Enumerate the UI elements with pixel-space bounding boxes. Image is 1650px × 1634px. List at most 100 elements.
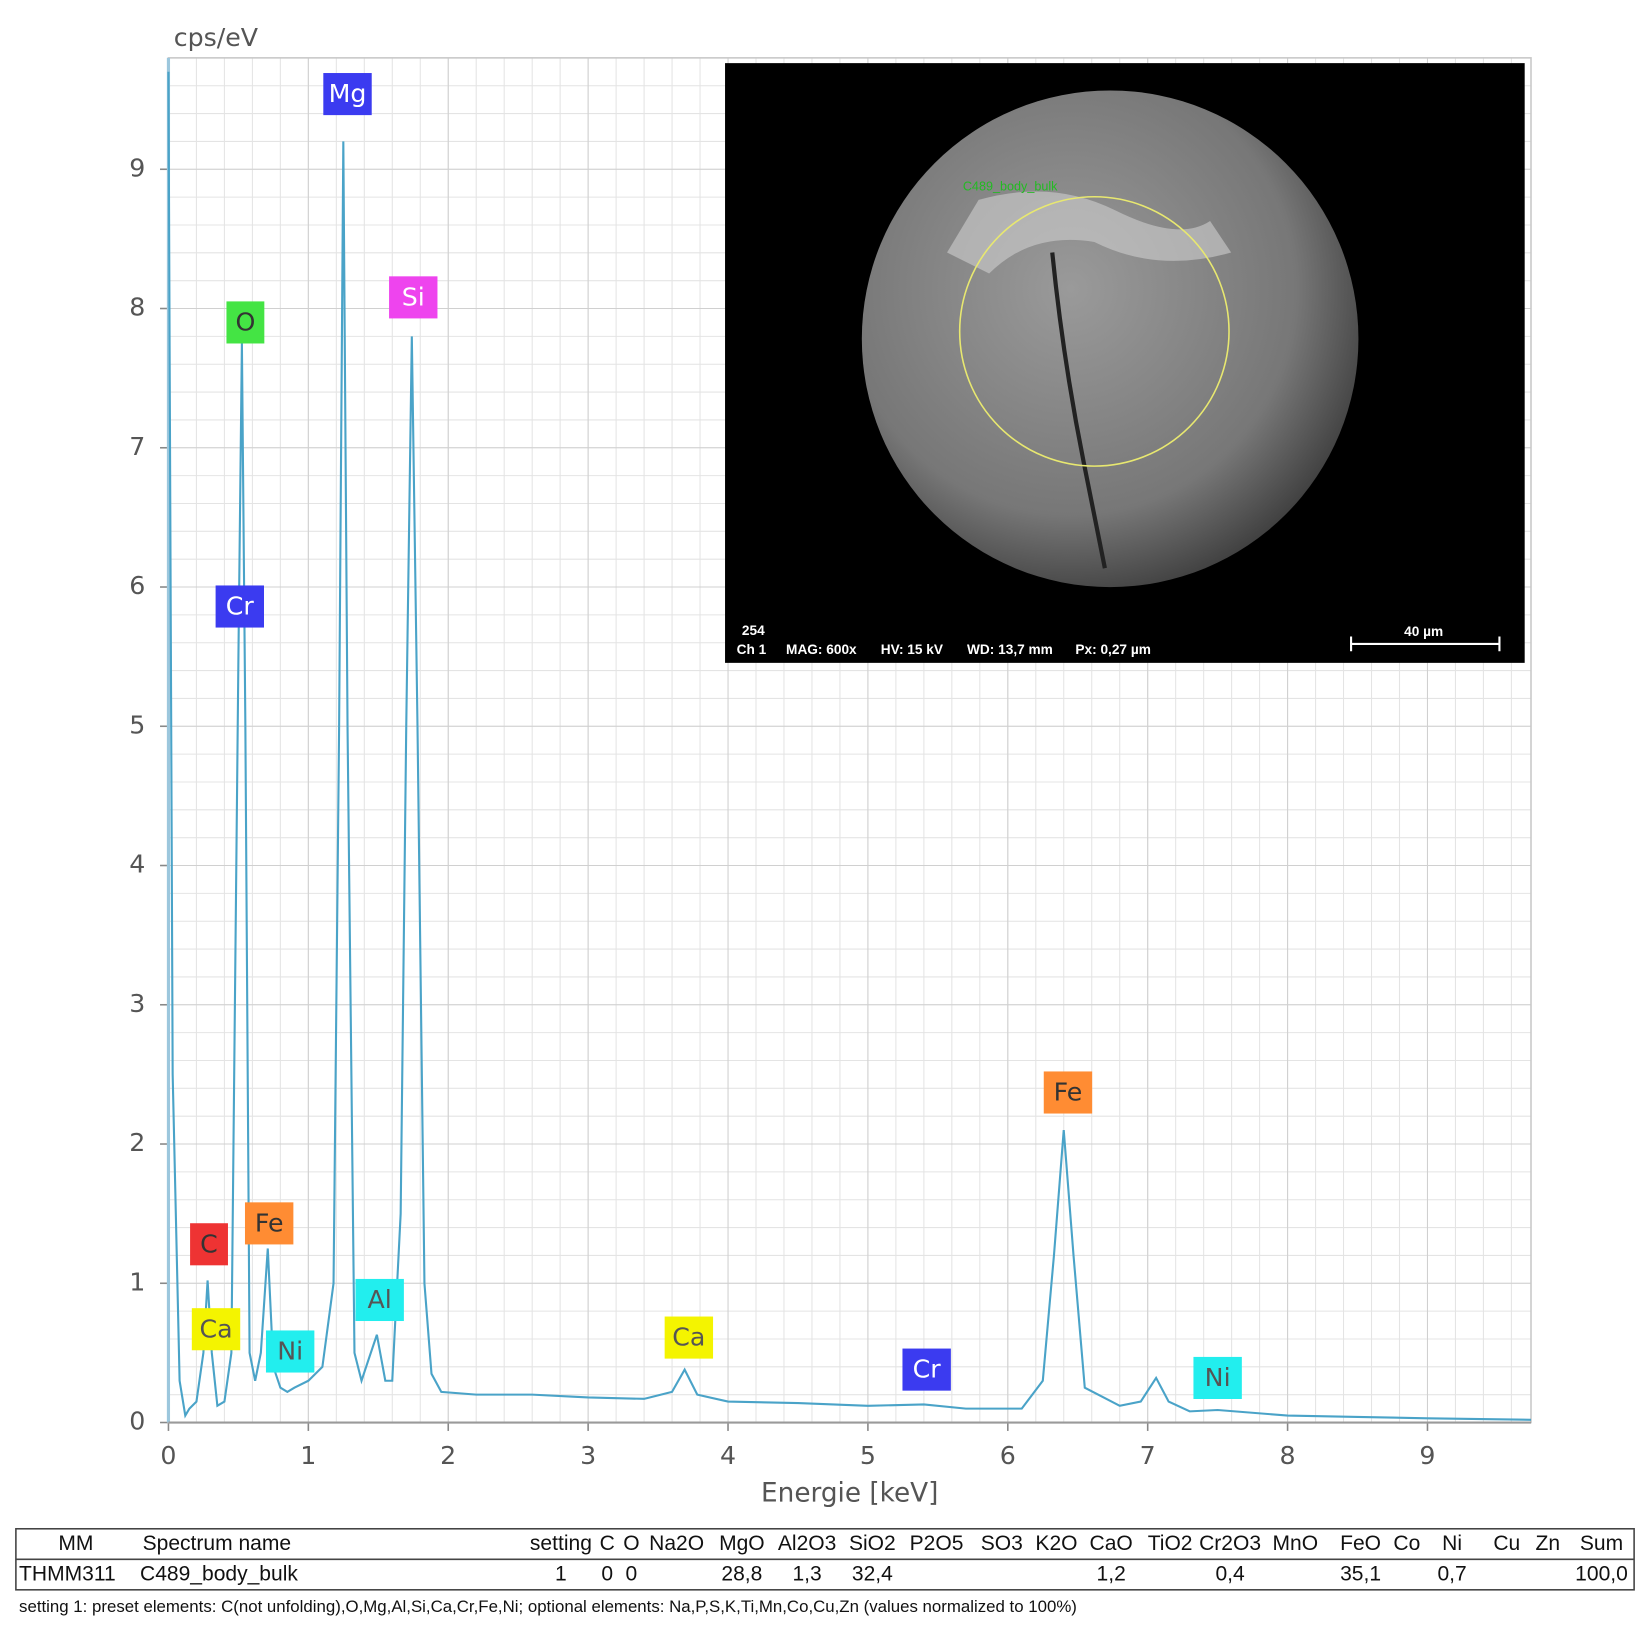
peak-label-box bbox=[265, 1330, 315, 1373]
scale-label: 40 µm bbox=[1404, 624, 1443, 639]
table-header: Al2O3 bbox=[778, 1532, 836, 1555]
y-tick-label: 9 bbox=[129, 153, 145, 182]
peak-label: Cr bbox=[226, 592, 255, 621]
y-tick-label: 4 bbox=[129, 850, 145, 879]
table-header: P2O5 bbox=[910, 1532, 964, 1555]
table-header: MM bbox=[58, 1532, 93, 1555]
table-header: Ni bbox=[1442, 1532, 1462, 1555]
table-header: MgO bbox=[719, 1532, 765, 1555]
table-header: CaO bbox=[1090, 1532, 1133, 1555]
table-header: Zn bbox=[1536, 1532, 1561, 1555]
peak-label: O bbox=[235, 307, 255, 336]
peak-label: Si bbox=[402, 282, 425, 311]
y-tick-label: 8 bbox=[129, 293, 145, 322]
table-header: SO3 bbox=[981, 1532, 1023, 1555]
footnote: setting 1: preset elements: C(not unfold… bbox=[19, 1597, 1077, 1616]
region-label: C489_body_bulk bbox=[963, 180, 1058, 194]
peak-label-box bbox=[1193, 1356, 1242, 1399]
texture bbox=[947, 191, 1232, 274]
y-tick-label: 3 bbox=[129, 989, 145, 1018]
plot: 0 1 2 3 4 5 6 7 8 9 0 1 2 3 4 5 6 7 8 9 cps/eV Energie [keV] M… bbox=[129, 23, 1532, 1509]
scale-bar bbox=[1350, 636, 1501, 652]
peak-label-box bbox=[389, 276, 438, 319]
working-distance: WD: 13,7 mm bbox=[967, 642, 1053, 657]
table-header: Cr2O3 bbox=[1199, 1532, 1261, 1555]
peak-label: Mg bbox=[329, 79, 367, 108]
peak-label-box bbox=[226, 301, 265, 344]
peak-label-box bbox=[244, 1202, 294, 1245]
table-cell: 0 bbox=[601, 1563, 613, 1586]
peak-label-box bbox=[664, 1316, 714, 1359]
table-cell: 28,8 bbox=[721, 1563, 762, 1586]
table-header: Sum bbox=[1580, 1532, 1623, 1555]
x-tick-label: 3 bbox=[580, 1441, 596, 1470]
table-header: Na2O bbox=[649, 1532, 704, 1555]
x-tick-label: 0 bbox=[160, 1441, 176, 1470]
peak-label: Ni bbox=[277, 1337, 303, 1366]
peak-label: Ca bbox=[672, 1323, 705, 1352]
peak-label-box bbox=[1043, 1071, 1093, 1114]
particle bbox=[861, 90, 1359, 588]
x-tick-label: 5 bbox=[860, 1441, 876, 1470]
table-header: SiO2 bbox=[849, 1532, 896, 1555]
peak-label: Al bbox=[368, 1285, 392, 1314]
table-header: FeO bbox=[1340, 1532, 1381, 1555]
table-header: setting bbox=[530, 1532, 592, 1555]
table-header: Spectrum name bbox=[143, 1532, 291, 1555]
peak-label-box bbox=[902, 1348, 951, 1391]
sem-inset: C489_body_bulk 254 Ch 1 MAG: 600x HV: 15… bbox=[725, 63, 1525, 663]
table-cell: THMM311 bbox=[19, 1563, 116, 1586]
table-cell: 1,2 bbox=[1097, 1563, 1126, 1586]
table-cell: 100,0 bbox=[1575, 1563, 1628, 1586]
table-header: MnO bbox=[1273, 1532, 1319, 1555]
table-header: Co bbox=[1393, 1532, 1420, 1555]
peak-label: Ni bbox=[1205, 1363, 1231, 1392]
x-tick-label: 1 bbox=[300, 1441, 316, 1470]
x-tick-label: 2 bbox=[440, 1441, 456, 1470]
peak-label-box bbox=[191, 1308, 241, 1351]
magnification: MAG: 600x bbox=[786, 642, 857, 657]
table-cell: 32,4 bbox=[852, 1563, 893, 1586]
peak-label: C bbox=[200, 1229, 218, 1258]
table-cell: 0,7 bbox=[1437, 1563, 1466, 1586]
y-tick-label: 5 bbox=[129, 710, 145, 739]
y-tick-label: 1 bbox=[129, 1267, 145, 1296]
table-cell: 0 bbox=[626, 1563, 638, 1586]
x-tick-label: 4 bbox=[720, 1441, 736, 1470]
x-tick-label: 8 bbox=[1280, 1441, 1296, 1470]
peak-label-box bbox=[190, 1223, 228, 1266]
x-tick-label: 9 bbox=[1419, 1441, 1435, 1470]
crack bbox=[1050, 252, 1107, 569]
table-header: O bbox=[623, 1532, 639, 1555]
table-cell: 1,3 bbox=[792, 1563, 821, 1586]
table-cell: C489_body_bulk bbox=[140, 1563, 298, 1586]
y-tick-label: 6 bbox=[129, 571, 145, 600]
pixel-size: Px: 0,27 µm bbox=[1075, 642, 1150, 657]
y-tick-label: 2 bbox=[129, 1128, 145, 1157]
frame-id: 254 bbox=[742, 623, 765, 638]
table-cell: 1 bbox=[555, 1563, 567, 1586]
table-header: TiO2 bbox=[1148, 1532, 1193, 1555]
y-tick-label: 7 bbox=[129, 432, 145, 461]
peak-label: Cr bbox=[913, 1355, 942, 1384]
voltage: HV: 15 kV bbox=[881, 642, 944, 657]
table-header: C bbox=[600, 1532, 615, 1555]
y-tick-label: 0 bbox=[129, 1407, 145, 1436]
x-axis-title: Energie [keV] bbox=[761, 1479, 938, 1509]
y-axis-title: cps/eV bbox=[174, 23, 259, 52]
peak-label: Fe bbox=[255, 1208, 284, 1237]
table-cell: 35,1 bbox=[1340, 1563, 1381, 1586]
peak-label-box bbox=[215, 585, 264, 628]
x-tick-label: 6 bbox=[1000, 1441, 1016, 1470]
channel: Ch 1 bbox=[737, 642, 767, 657]
peak-label: Fe bbox=[1054, 1078, 1083, 1107]
peak-label: Ca bbox=[199, 1314, 232, 1343]
table-header: K2O bbox=[1035, 1532, 1077, 1555]
x-tick-label: 7 bbox=[1140, 1441, 1156, 1470]
data-table: MM Spectrum name setting C O Na2O MgO Al2O3 SiO2… bbox=[15, 1527, 1635, 1591]
peak-label-box bbox=[355, 1278, 404, 1322]
region-circle bbox=[958, 195, 1230, 467]
table-cell: 0,4 bbox=[1215, 1563, 1245, 1586]
